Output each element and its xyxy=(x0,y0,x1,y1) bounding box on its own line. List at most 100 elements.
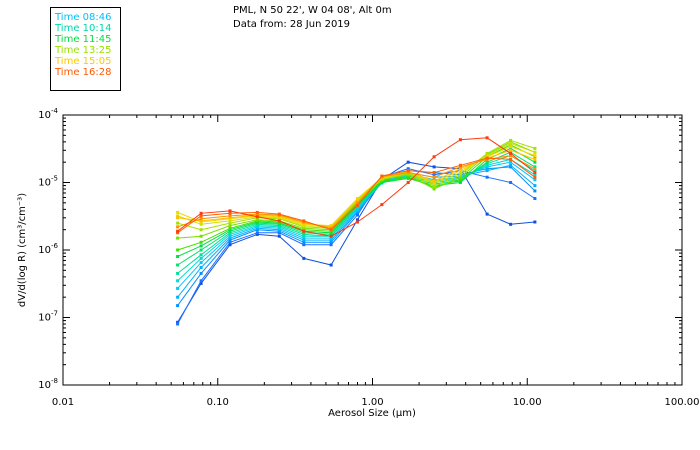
x-tick-label: 0.01 xyxy=(52,397,74,408)
data-point xyxy=(228,211,232,215)
data-point xyxy=(356,220,359,224)
data-point xyxy=(485,167,489,171)
legend: Time 08:46 Time 10:14 Time 11:45 Time 13:25… xyxy=(50,7,121,91)
data-point xyxy=(176,322,180,326)
data-point xyxy=(302,234,306,238)
series-group xyxy=(176,136,537,238)
data-point xyxy=(176,248,180,252)
data-point xyxy=(329,243,333,247)
data-point xyxy=(533,157,537,161)
data-point xyxy=(176,216,180,220)
data-point xyxy=(432,184,436,188)
data-point xyxy=(406,181,410,184)
data-point xyxy=(228,236,232,240)
x-tick-label: 0.10 xyxy=(207,397,229,408)
data-point xyxy=(485,212,489,216)
data-point xyxy=(485,165,489,169)
data-point xyxy=(485,156,489,160)
data-point xyxy=(380,174,384,178)
x-axis-label: Aerosol Size (µm) xyxy=(328,408,416,419)
data-point xyxy=(485,151,489,155)
data-point xyxy=(509,165,513,169)
data-point xyxy=(176,271,180,275)
data-point xyxy=(533,178,537,182)
data-point xyxy=(533,184,537,188)
data-point xyxy=(356,218,359,222)
data-point xyxy=(533,146,537,150)
data-point xyxy=(228,221,232,225)
data-point xyxy=(485,175,489,179)
data-point xyxy=(199,271,203,275)
data-point xyxy=(228,209,232,213)
data-point xyxy=(509,222,513,226)
data-point xyxy=(176,225,180,229)
data-point xyxy=(176,231,180,235)
data-point xyxy=(533,175,537,179)
data-point xyxy=(199,219,203,223)
data-point xyxy=(302,236,306,240)
data-point xyxy=(199,244,203,248)
series-group xyxy=(176,140,537,240)
series-lines xyxy=(176,136,537,326)
data-point xyxy=(458,181,462,184)
data-point xyxy=(432,187,436,191)
data-point xyxy=(228,216,232,220)
data-point xyxy=(406,167,410,171)
data-point xyxy=(176,263,180,267)
data-point xyxy=(228,240,232,244)
data-point xyxy=(509,160,513,164)
data-point xyxy=(533,154,537,158)
data-point xyxy=(199,214,203,218)
data-point xyxy=(228,234,232,238)
data-point xyxy=(329,231,333,235)
data-point xyxy=(509,181,513,184)
data-point xyxy=(228,226,232,230)
data-point xyxy=(199,234,203,238)
data-point xyxy=(458,165,462,169)
series-group xyxy=(176,160,537,324)
data-point xyxy=(302,240,306,244)
data-point xyxy=(255,231,259,235)
data-point xyxy=(329,240,333,244)
data-point xyxy=(485,136,489,140)
chart-subtitle: Data from: 28 Jun 2019 xyxy=(233,19,351,30)
data-point xyxy=(277,219,281,223)
data-point xyxy=(329,228,333,232)
data-point xyxy=(176,214,180,218)
data-point xyxy=(199,248,203,252)
data-point xyxy=(533,165,537,169)
y-tick-label: 10-4 xyxy=(38,107,58,121)
data-point xyxy=(458,171,462,175)
data-point xyxy=(485,160,489,164)
data-point xyxy=(509,157,513,161)
data-point xyxy=(302,219,306,223)
data-point xyxy=(329,238,333,242)
data-point xyxy=(199,217,203,221)
data-point xyxy=(458,169,462,173)
legend-entry: Time 13:25 xyxy=(55,45,112,56)
data-point xyxy=(302,231,306,235)
plot-frame xyxy=(62,114,683,386)
data-point xyxy=(255,212,259,216)
data-point xyxy=(199,281,203,285)
data-point xyxy=(406,169,410,173)
axis-ticks: 0.01 0.10 1.00 10.00 100.00 10-8 10-7 10-6 10-5 1… xyxy=(38,107,699,408)
data-point xyxy=(277,231,281,235)
data-point xyxy=(176,320,180,324)
data-point xyxy=(255,232,259,236)
y-tick-label: 10-7 xyxy=(38,310,58,324)
data-point xyxy=(255,215,259,219)
data-point xyxy=(199,240,203,244)
data-point xyxy=(199,256,203,260)
legend-entry: Time 10:14 xyxy=(55,23,112,34)
data-point xyxy=(176,236,180,240)
data-point xyxy=(255,218,259,222)
data-point xyxy=(329,232,333,236)
legend-entry: Time 11:45 xyxy=(55,34,112,45)
series-group xyxy=(176,167,537,326)
data-point xyxy=(176,279,180,283)
x-tick-label: 1.00 xyxy=(361,397,383,408)
data-point xyxy=(176,286,180,290)
data-point xyxy=(329,234,333,238)
